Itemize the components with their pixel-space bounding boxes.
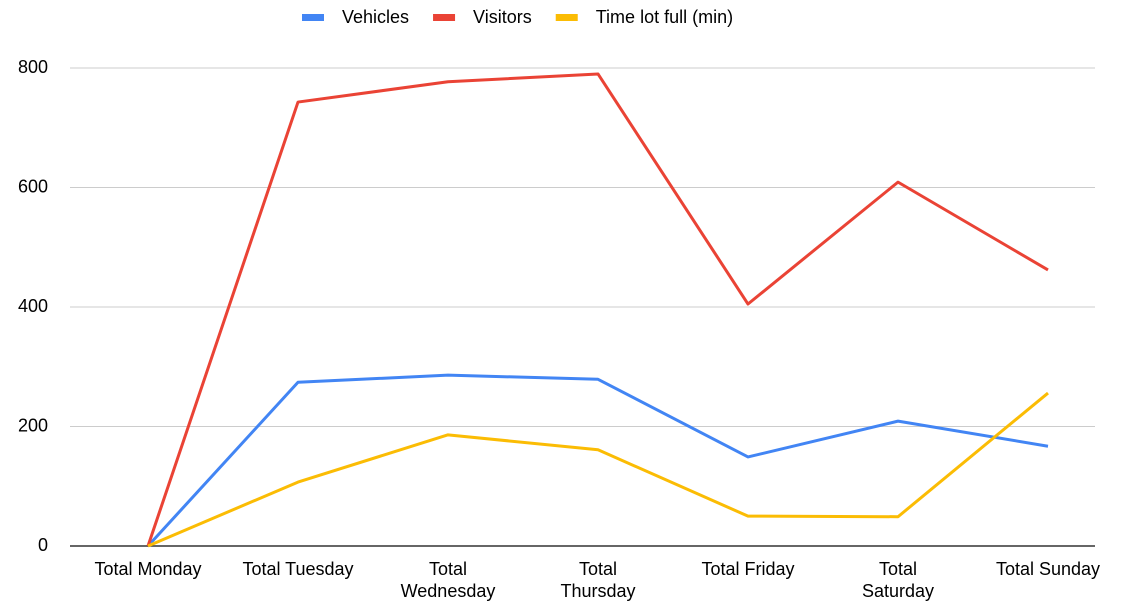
y-tick-label: 800: [18, 57, 48, 77]
legend-label: Visitors: [473, 7, 532, 27]
x-tick-label: Total Sunday: [995, 559, 1101, 579]
line-series: [146, 373, 1049, 548]
legend-swatch: [433, 14, 456, 21]
y-tick-label: 0: [38, 535, 48, 555]
y-tick-label: 600: [18, 176, 48, 196]
line-series: [146, 72, 1049, 547]
legend-label: Time lot full (min): [596, 7, 733, 27]
x-tick-label: Total Wednesday: [400, 559, 496, 601]
x-tick-label: Total Tuesday: [242, 559, 354, 579]
line-series: [147, 391, 1049, 548]
x-tick-label: Total Saturday: [861, 559, 935, 601]
x-tick-label: Total Monday: [94, 559, 202, 579]
y-tick-label: 200: [18, 415, 48, 435]
x-tick-label: Total Thursday: [560, 559, 636, 601]
legend-label: Vehicles: [342, 7, 409, 27]
legend-swatch: [555, 14, 578, 21]
y-tick-label: 400: [18, 296, 48, 316]
x-tick-label: Total Friday: [701, 559, 795, 579]
legend-swatch: [302, 14, 324, 21]
